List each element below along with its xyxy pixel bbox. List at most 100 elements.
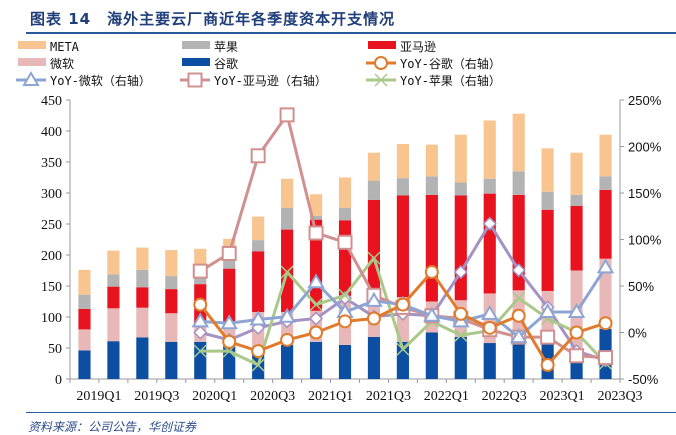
square-marker [540, 329, 556, 345]
x-marker [338, 288, 352, 302]
bar-segment-亚马逊 [107, 286, 120, 309]
bar-segment-亚马逊 [367, 199, 381, 298]
figure-title: 图表 14 海外主要云厂商近年各季度资本开支情况 [30, 10, 396, 28]
source-rule [26, 412, 676, 413]
bar-segment-亚马逊 [252, 251, 265, 313]
x-marker [193, 344, 207, 358]
bar-segment-亚马逊 [78, 308, 91, 330]
x-tick-label: 2023Q3 [597, 389, 642, 404]
triangle-marker [509, 328, 528, 344]
left-tick-label: 100 [41, 311, 62, 326]
axes: 0 50 100 150 200 250 300 350 400 450 -50% 0% 50% 100%… [41, 93, 662, 404]
circle-marker [251, 344, 266, 359]
x-tick-label: 2022Q1 [424, 389, 469, 404]
legend-swatch [182, 41, 210, 49]
triangle-marker [596, 258, 615, 274]
legend-label: 苹果 [214, 40, 238, 54]
bar-segment-苹果 [367, 180, 381, 200]
legend-swatch [18, 41, 46, 49]
bar-segment-META [136, 247, 149, 270]
bar-segment-谷歌 [107, 341, 120, 379]
triangle-marker [191, 312, 210, 328]
bar-segment-苹果 [107, 274, 120, 287]
bar-segment-微软 [165, 313, 178, 342]
legend-label: 亚马逊 [400, 40, 436, 54]
square-marker [250, 148, 266, 164]
circle-marker [511, 308, 526, 323]
bar-segment-苹果 [425, 176, 438, 195]
left-tick-label: 50 [48, 342, 62, 357]
x-tick-label: 2020Q1 [192, 389, 237, 404]
legend-item: YoY-谷歌（右轴） [366, 56, 501, 71]
lines [191, 107, 615, 373]
legend-item: 谷歌 [182, 56, 238, 71]
circle-marker [366, 311, 381, 326]
right-tick-label: 200% [628, 140, 662, 155]
x-marker [512, 291, 526, 305]
bar-segment-谷歌 [512, 335, 525, 379]
triangle-marker [278, 307, 296, 323]
square-marker [308, 225, 324, 241]
right-tick-label: 100% [628, 233, 662, 248]
x-tick-label: 2019Q3 [134, 389, 179, 404]
x-marker [251, 358, 265, 372]
bar-segment-微软 [599, 258, 612, 329]
bar-segment-META [367, 152, 381, 181]
right-tick-label: -50% [628, 372, 659, 387]
x-tick-label: 2023Q1 [540, 389, 585, 404]
legend-item: YoY-亚马逊（右轴） [180, 72, 327, 88]
left-tick-label: 150 [41, 280, 62, 295]
circle-marker [193, 297, 208, 312]
x-marker [374, 73, 388, 87]
circle-marker [395, 297, 410, 312]
bar-segment-苹果 [512, 171, 525, 195]
left-tick-label: 450 [41, 94, 62, 109]
legend-label: 微软 [50, 57, 74, 71]
bar-segment-微软 [78, 329, 91, 351]
circle-marker [482, 320, 497, 335]
circle-marker [569, 325, 584, 340]
circle-marker [280, 332, 295, 347]
left-tick-label: 350 [41, 156, 62, 171]
bar-segment-谷歌 [78, 350, 91, 379]
x-tick-label: 2021Q1 [308, 389, 353, 404]
bar-segment-亚马逊 [338, 220, 352, 296]
square-marker [187, 72, 203, 88]
bar-segment-苹果 [338, 207, 352, 221]
legend-label: META [50, 40, 80, 54]
legend-item: 微软 [18, 57, 74, 71]
diamond-marker [482, 216, 497, 231]
circle-marker [424, 265, 439, 280]
bar-segment-谷歌 [454, 336, 467, 379]
bar-segment-META [570, 152, 583, 195]
bar-segment-META [78, 269, 91, 295]
bar-segment-微软 [107, 308, 120, 342]
left-tick-label: 300 [41, 187, 62, 202]
circle-marker [374, 56, 388, 70]
circle-marker [598, 316, 613, 331]
left-tick-label: 0 [55, 373, 62, 388]
x-marker [396, 342, 410, 356]
legend-label: YoY-谷歌（右轴） [400, 56, 501, 71]
bar-segment-META [338, 177, 352, 208]
bar-segment-亚马逊 [396, 195, 409, 298]
bar-segment-亚马逊 [165, 289, 178, 314]
right-tick-label: 250% [628, 93, 662, 108]
bar-segment-苹果 [570, 194, 583, 207]
bar-segment-苹果 [165, 276, 178, 290]
triangle-marker [220, 314, 238, 330]
square-marker [337, 234, 353, 250]
triangle-marker [567, 303, 586, 319]
bar-segment-苹果 [483, 178, 496, 194]
legend-item: META [18, 40, 80, 54]
bar-segment-苹果 [281, 207, 294, 230]
bar-segment-META [396, 144, 409, 179]
legend-item: YoY-苹果（右轴） [366, 73, 501, 88]
legend-label: YoY-亚马逊（右轴） [214, 73, 327, 88]
bar-segment-亚马逊 [570, 206, 583, 271]
bar-segment-谷歌 [396, 341, 409, 379]
right-tick-label: 150% [628, 186, 662, 201]
legend-swatch [182, 58, 210, 66]
